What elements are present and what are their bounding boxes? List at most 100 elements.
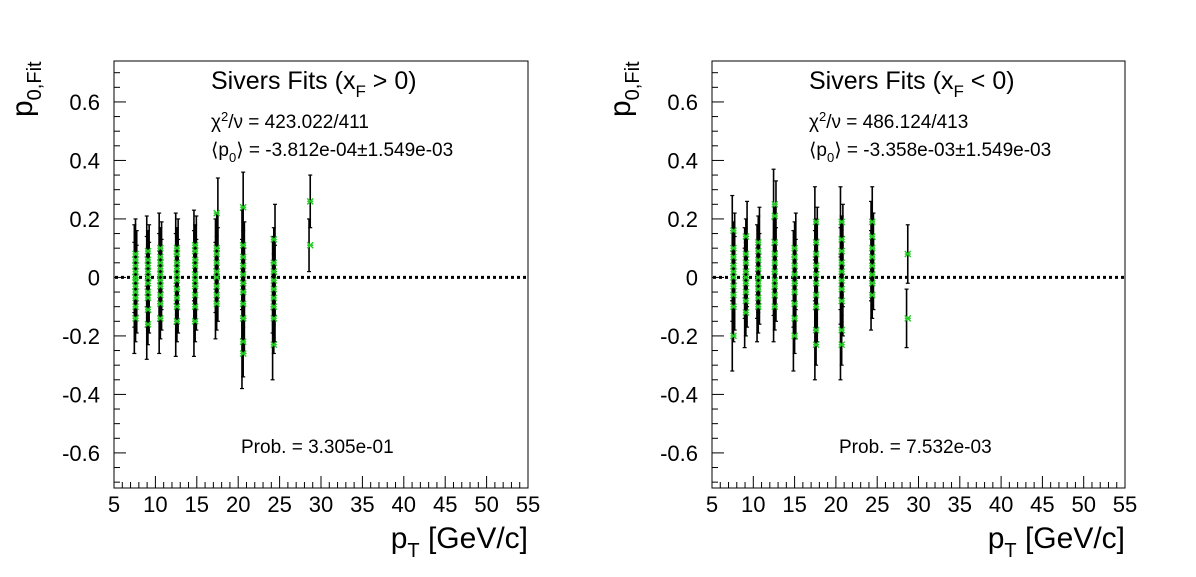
x-tick-label: 40 [989, 492, 1013, 517]
data-group [904, 224, 912, 349]
data-point [812, 271, 820, 278]
data-point [270, 294, 278, 302]
data-point [132, 303, 140, 311]
data-point [191, 256, 199, 264]
data-point [156, 244, 164, 252]
data-point [754, 265, 762, 273]
data-point [173, 244, 181, 252]
data-point [838, 235, 846, 243]
data-point [191, 247, 199, 255]
x-tick-label: 15 [185, 492, 209, 517]
data-point [742, 232, 750, 240]
data-point [191, 282, 199, 290]
data-point [213, 209, 221, 217]
data-point [771, 276, 779, 284]
data-point [754, 247, 762, 255]
data-point [213, 250, 221, 258]
data-point [270, 341, 278, 349]
data-point [191, 271, 199, 278]
data-point [754, 256, 762, 264]
chart-panel-2: 5 10 15 20 25 30 35 40 45 50 55 -0.6 -0.4 -0.2 0 0.2 0.4… [604, 60, 1137, 562]
data-group [838, 186, 846, 381]
y-tick-label: 0.4 [69, 148, 100, 173]
x-tick-label: 50 [474, 492, 498, 517]
data-point [239, 300, 247, 308]
data-point [132, 294, 140, 302]
data-point [173, 276, 181, 284]
data-point [729, 262, 737, 270]
data-point [754, 294, 762, 302]
data-point [791, 300, 799, 308]
data-point [868, 262, 876, 270]
y-tick-label: 0.2 [667, 207, 698, 232]
data-point [239, 288, 247, 296]
data-point [156, 259, 164, 267]
data-group [156, 212, 164, 355]
y-tick-label: 0.4 [667, 148, 698, 173]
y-tick-label: 0 [88, 265, 100, 290]
data-point [838, 218, 846, 226]
data-point [156, 282, 164, 290]
chart-title: Sivers Fits (xF > 0) [211, 67, 417, 101]
x-tick-label: 30 [309, 492, 333, 517]
x-tick-label: 10 [741, 492, 765, 517]
data-point [771, 291, 779, 299]
x-tick-label: 25 [865, 492, 889, 517]
data-point [239, 262, 247, 270]
data-point [213, 268, 221, 276]
data-point [156, 314, 164, 322]
x-tick-label: 5 [706, 492, 718, 517]
x-tick-label: 20 [824, 492, 848, 517]
x-tick-label: 20 [226, 492, 250, 517]
data-point [771, 238, 779, 246]
data-point [838, 285, 846, 293]
data-point [156, 271, 164, 278]
data-point [132, 273, 140, 281]
x-tick-label: 50 [1071, 492, 1095, 517]
data-point [838, 276, 846, 284]
data-point [173, 317, 181, 325]
data-point [791, 332, 799, 340]
data-point [754, 303, 762, 311]
data-group [173, 212, 181, 357]
data-point [270, 235, 278, 243]
data-point [868, 232, 876, 240]
data-point [173, 259, 181, 267]
y-tick-label: -0.4 [62, 382, 100, 407]
data-point [754, 279, 762, 287]
data-point [754, 238, 762, 246]
data-point [791, 288, 799, 296]
data-point [812, 326, 820, 334]
y-tick-label: -0.2 [62, 324, 100, 349]
y-tick-label: -0.4 [660, 382, 698, 407]
data-point [838, 268, 846, 276]
data-point [239, 203, 247, 211]
y-tick-label: -0.2 [660, 324, 698, 349]
y-tick-label: -0.6 [660, 441, 698, 466]
data-point [729, 303, 737, 311]
data-point [144, 247, 152, 255]
data-group [213, 177, 221, 340]
data-point [132, 262, 140, 270]
data-point [132, 256, 140, 264]
chi2-annotation: χ2/ν = 423.022/411 [211, 109, 369, 133]
data-point [191, 303, 199, 311]
data-group [144, 215, 152, 360]
data-point [868, 218, 876, 226]
chi2-annotation: χ2/ν = 486.124/413 [809, 109, 968, 133]
x-tick-label: 10 [143, 492, 167, 517]
data-point [144, 320, 152, 328]
data-point [742, 259, 750, 267]
data-point [239, 349, 247, 357]
data-point [729, 291, 737, 299]
data-point [754, 273, 762, 281]
prob-annotation: Prob. = 3.305e-01 [241, 437, 394, 458]
data-point [270, 314, 278, 322]
data-point [838, 259, 846, 267]
data-point [812, 279, 820, 287]
data-point [156, 265, 164, 273]
data-point [213, 291, 221, 299]
data-point [812, 341, 820, 349]
